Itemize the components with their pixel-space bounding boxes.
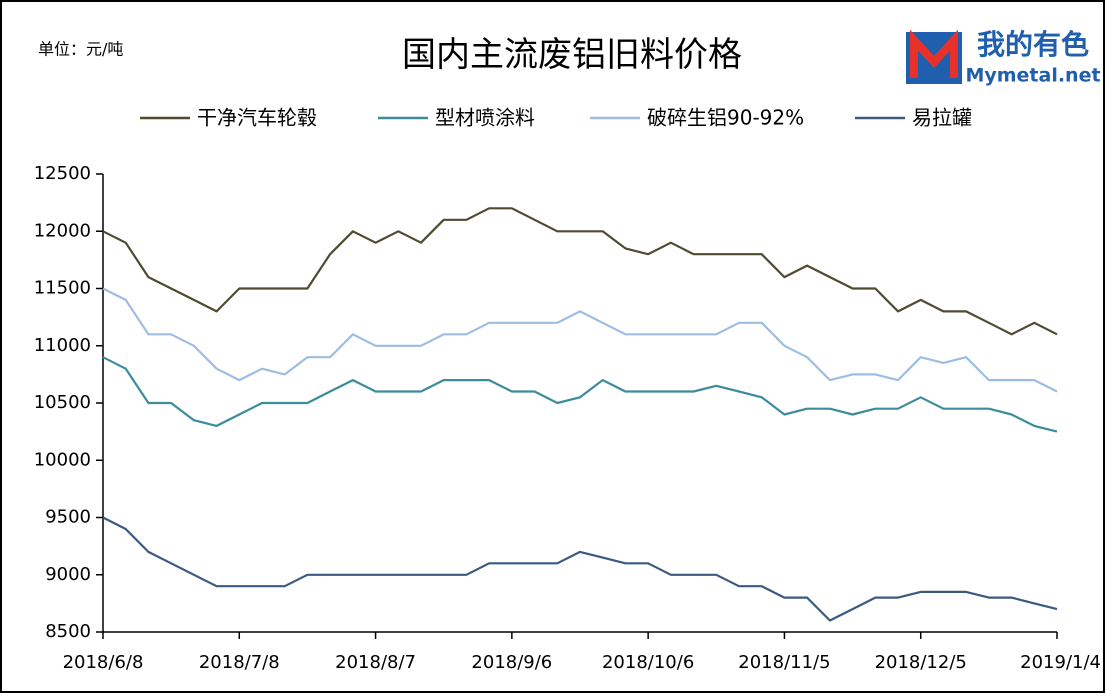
x-tick-label: 2018/6/8	[63, 652, 144, 673]
y-tick-label: 9500	[45, 507, 91, 528]
x-tick-label: 2018/7/8	[199, 652, 280, 673]
logo-text: 我的有色	[977, 28, 1089, 61]
y-tick-label: 10000	[34, 449, 91, 470]
x-tick-label: 2018/12/5	[875, 652, 967, 673]
y-tick-label: 12500	[34, 163, 91, 184]
series-line	[102, 287, 1058, 393]
unit-note: 单位：元/吨	[38, 40, 123, 59]
series-line	[102, 516, 1058, 622]
logo: 我的有色 Mymetal.net	[906, 28, 1101, 87]
legend-label: 干净汽车轮毂	[197, 106, 317, 130]
series-line	[102, 207, 1058, 336]
logo-m	[910, 29, 958, 78]
y-tick-label: 12000	[34, 220, 91, 241]
legend-label: 型材喷涂料	[435, 106, 535, 130]
legend-label: 破碎生铝90-92%	[647, 106, 804, 130]
x-tick-label: 2019/1/4	[1020, 652, 1101, 673]
y-tick-label: 11500	[34, 278, 91, 299]
x-tick-label: 2018/11/5	[738, 652, 830, 673]
legend-label: 易拉罐	[912, 106, 972, 130]
y-tick-label: 10500	[34, 392, 91, 413]
y-tick-label: 8500	[45, 621, 91, 642]
y-tick-label: 9000	[45, 564, 91, 585]
logo-subtext: Mymetal.net	[965, 65, 1100, 87]
x-tick-label: 2018/9/6	[471, 652, 552, 673]
chart-title: 国内主流废铝旧料价格	[402, 35, 742, 75]
x-tick-label: 2018/8/7	[335, 652, 416, 673]
y-tick-label: 11000	[34, 335, 91, 356]
x-tick-label: 2018/10/6	[602, 652, 694, 673]
series-line	[102, 356, 1058, 433]
